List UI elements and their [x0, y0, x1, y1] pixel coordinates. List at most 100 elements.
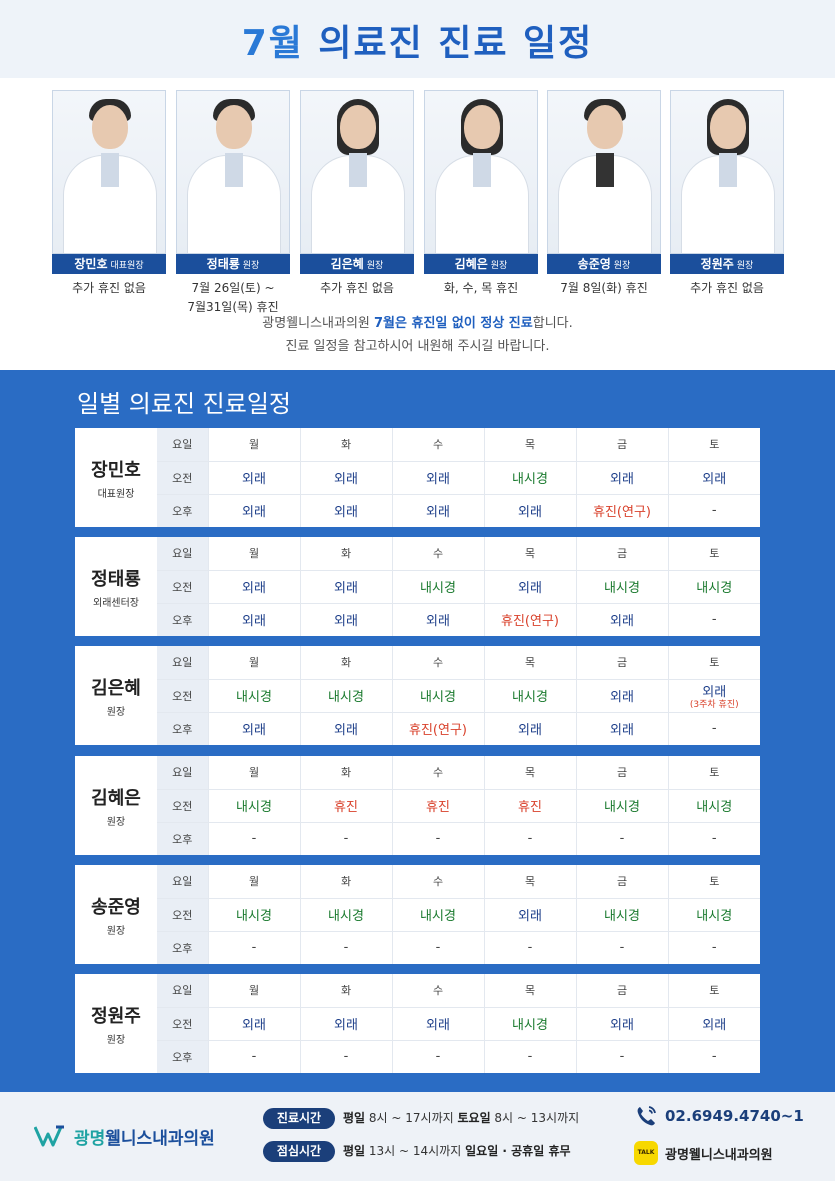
schedule-value: - [527, 940, 533, 956]
schedule-cell: - [575, 930, 668, 964]
schedule-row-am: 오전 외래 외래 내시경 외래 내시경 내시경 [157, 569, 760, 603]
doctor-role: 원장 [736, 261, 754, 271]
schedule-doctor-label: 송준영 원장 [75, 865, 157, 964]
schedule-cell: 외래 [575, 460, 668, 494]
doctor-note: 추가 휴진 없음 [44, 279, 174, 298]
doctor-name: 김혜은 [454, 257, 488, 271]
hours-weekday-label: 평일 [343, 1111, 366, 1125]
schedule-value: - [251, 831, 257, 847]
lunch-text: 평일 13시 ~ 14시까지 일요일 · 공휴일 휴무 [343, 1141, 571, 1162]
schedule-row-pm: 오후 외래 외래 외래 외래 휴진(연구) - [157, 493, 760, 527]
schedule-table: 요일 월 화 수 목 금 토 오전 내시경 내시경 내시경 외래 내시경 내시경 오후 - - - - - - [157, 865, 760, 964]
doctor-namebar: 김은혜 원장 [300, 254, 414, 274]
schedule-value: 외래 [426, 614, 450, 630]
schedule-cell: 외래 [207, 460, 300, 494]
schedule-value: 휴진 [334, 800, 358, 815]
schedule-cell: 외래 [575, 678, 668, 712]
schedule-value: 외래 [334, 723, 358, 739]
schedule-cell: - [483, 930, 576, 964]
day-header: 목 [483, 646, 576, 679]
intro-highlight: 7월은 휴진일 없이 정상 진료 [374, 316, 533, 331]
schedule-cell: 내시경 [483, 678, 576, 712]
doctor-photo [547, 90, 661, 254]
schedule-value: 내시경 [420, 581, 456, 596]
schedule-row-am: 오전 외래 외래 외래 내시경 외래 외래 [157, 460, 760, 494]
row-header: 오후 [157, 1039, 208, 1073]
doctor-namebar: 송준영 원장 [547, 254, 661, 274]
schedule-cell: - [483, 1039, 576, 1073]
row-header: 오전 [157, 460, 208, 494]
row-header: 오후 [157, 602, 208, 636]
doctor-note-line: 7월31일(목) 휴진 [187, 300, 279, 314]
doctor-name: 장민호 [74, 257, 108, 271]
doctor-card: 송준영 원장 7월 8일(화) 휴진 [547, 90, 661, 298]
schedule-table: 요일 월 화 수 목 금 토 오전 외래 외래 외래 내시경 외래 외래 오후 외래 외래 외래 외래 휴진(연구) - [157, 428, 760, 527]
kakao-channel-name[interactable]: 광명웰니스내과의원 [665, 1148, 773, 1163]
day-header: 금 [575, 428, 668, 461]
schedule-value: 외래 [426, 472, 450, 487]
schedule-cell: 외래 [391, 602, 484, 636]
schedule-value: 외래 [334, 1018, 358, 1033]
day-header: 토 [667, 537, 760, 570]
row-header: 요일 [157, 537, 208, 570]
schedule-cell: 외래 [207, 1006, 300, 1040]
schedule-value: - [527, 1049, 533, 1065]
hours-sat: 8시 ~ 13시까지 [490, 1111, 580, 1125]
schedule-cell: 외래 [299, 569, 392, 603]
schedule-cell: - [299, 1039, 392, 1073]
lunch-weekday: 13시 ~ 14시까지 [365, 1144, 466, 1158]
day-header: 토 [667, 974, 760, 1007]
row-header: 오전 [157, 897, 208, 931]
day-header: 월 [207, 865, 300, 898]
doctor-note-line: 추가 휴진 없음 [320, 281, 394, 295]
doctor-namebar: 장민호 대표원장 [52, 254, 166, 274]
schedule-row-pm: 오후 - - - - - - [157, 821, 760, 855]
schedule-cell: 외래 [391, 460, 484, 494]
page-title: 7월 의료진 진료 일정 [0, 14, 835, 66]
doctor-name: 송준영 [577, 257, 611, 271]
doctor-card: 정태룡 원장 7월 26일(토) ~ 7월31일(목) 휴진 [176, 90, 290, 317]
day-header: 수 [391, 756, 484, 789]
schedule-cell: - [483, 821, 576, 855]
schedule-cell: - [575, 1039, 668, 1073]
row-header: 오후 [157, 821, 208, 855]
doctor-note-line: 추가 휴진 없음 [72, 281, 146, 295]
day-header: 월 [207, 974, 300, 1007]
doctor-role: 대표원장 [110, 261, 144, 271]
schedule-doctor-role: 외래센터장 [93, 598, 139, 609]
schedule-card: 정원주 원장 요일 월 화 수 목 금 토 오전 외래 외래 외래 내시경 외래 외래 오후 - - - - - - [75, 974, 760, 1073]
schedule-value: 내시경 [420, 909, 456, 924]
schedule-table: 요일 월 화 수 목 금 토 오전 내시경 휴진 휴진 휴진 내시경 내시경 오후 - - - - - - [157, 756, 760, 855]
schedule-doctor-role: 원장 [106, 1035, 126, 1046]
schedule-cell: 외래 [667, 460, 760, 494]
day-header: 금 [575, 974, 668, 1007]
schedule-subnote: (3주차 휴진) [689, 700, 739, 710]
schedule-cell: 내시경 [667, 569, 760, 603]
schedule-doctor-role: 원장 [106, 707, 126, 718]
intro-line-2: 진료 일정을 참고하시어 내원해 주시길 바랍니다. [285, 339, 550, 354]
schedule-table: 요일 월 화 수 목 금 토 오전 내시경 내시경 내시경 내시경 외래 외래 (3주차 휴진) 오후 외래 외래… [157, 646, 760, 745]
logo-text-part1: 광명 [74, 1129, 106, 1149]
schedule-value: 외래 [334, 581, 358, 596]
schedule-cell: 휴진(연구) [391, 711, 484, 745]
schedule-cell: - [667, 602, 760, 636]
schedule-cell: 외래 [575, 711, 668, 745]
schedule-cell: 내시경 [391, 569, 484, 603]
schedule-value: 내시경 [604, 800, 640, 815]
day-header: 금 [575, 865, 668, 898]
schedule-doctor-label: 정원주 원장 [75, 974, 157, 1073]
schedule-value: - [711, 612, 717, 628]
schedule-doctor-label: 정태룡 외래센터장 [75, 537, 157, 636]
schedule-cell: 휴진 [483, 788, 576, 822]
day-header: 목 [483, 756, 576, 789]
phone-number[interactable]: 02.6949.4740~1 [665, 1107, 804, 1125]
schedule-value: - [251, 1049, 257, 1065]
schedule-cell: 외래 [299, 602, 392, 636]
schedule-cell: 내시경 [391, 897, 484, 931]
doctor-photo [424, 90, 538, 254]
schedule-row-pm: 오후 외래 외래 외래 휴진(연구) 외래 - [157, 602, 760, 636]
schedule-cell: 외래 [207, 602, 300, 636]
schedule-value: 내시경 [236, 800, 272, 815]
day-header: 목 [483, 974, 576, 1007]
